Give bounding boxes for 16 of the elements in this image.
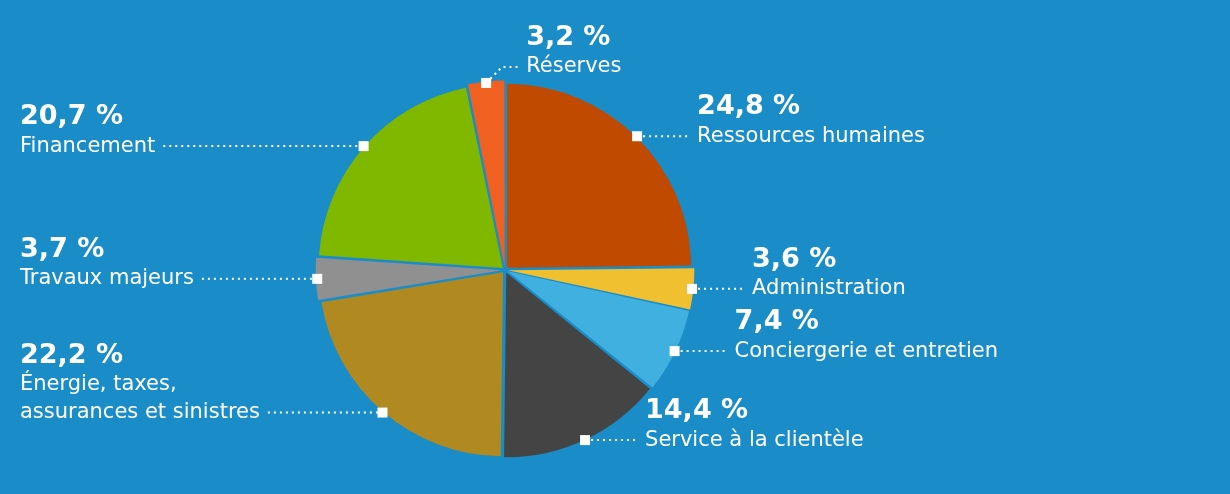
slice-label: Énergie, taxes, assurances et sinistres — [20, 370, 260, 424]
data-label: 7,4 % — [734, 304, 819, 336]
data-label: 20,7 % — [20, 99, 124, 131]
data-label: 3,2 % — [526, 19, 611, 51]
data-label: 22,2 % — [20, 337, 124, 369]
data-label: 3,7 % — [20, 231, 105, 263]
slice-label: Administration — [752, 275, 906, 300]
slice-label: Financement — [20, 132, 156, 157]
data-label: 14,4 % — [645, 393, 749, 425]
slice-label: Travaux majeurs — [19, 265, 194, 290]
slice-label: Réserves — [526, 53, 622, 78]
slice-label: Conciergerie et entretien — [734, 337, 998, 362]
data-label: 24,8 % — [697, 89, 801, 121]
slice-label: Ressources humaines — [697, 122, 925, 147]
data-label: 3,6 % — [752, 241, 837, 273]
slice-label: Service à la clientèle — [645, 426, 864, 451]
